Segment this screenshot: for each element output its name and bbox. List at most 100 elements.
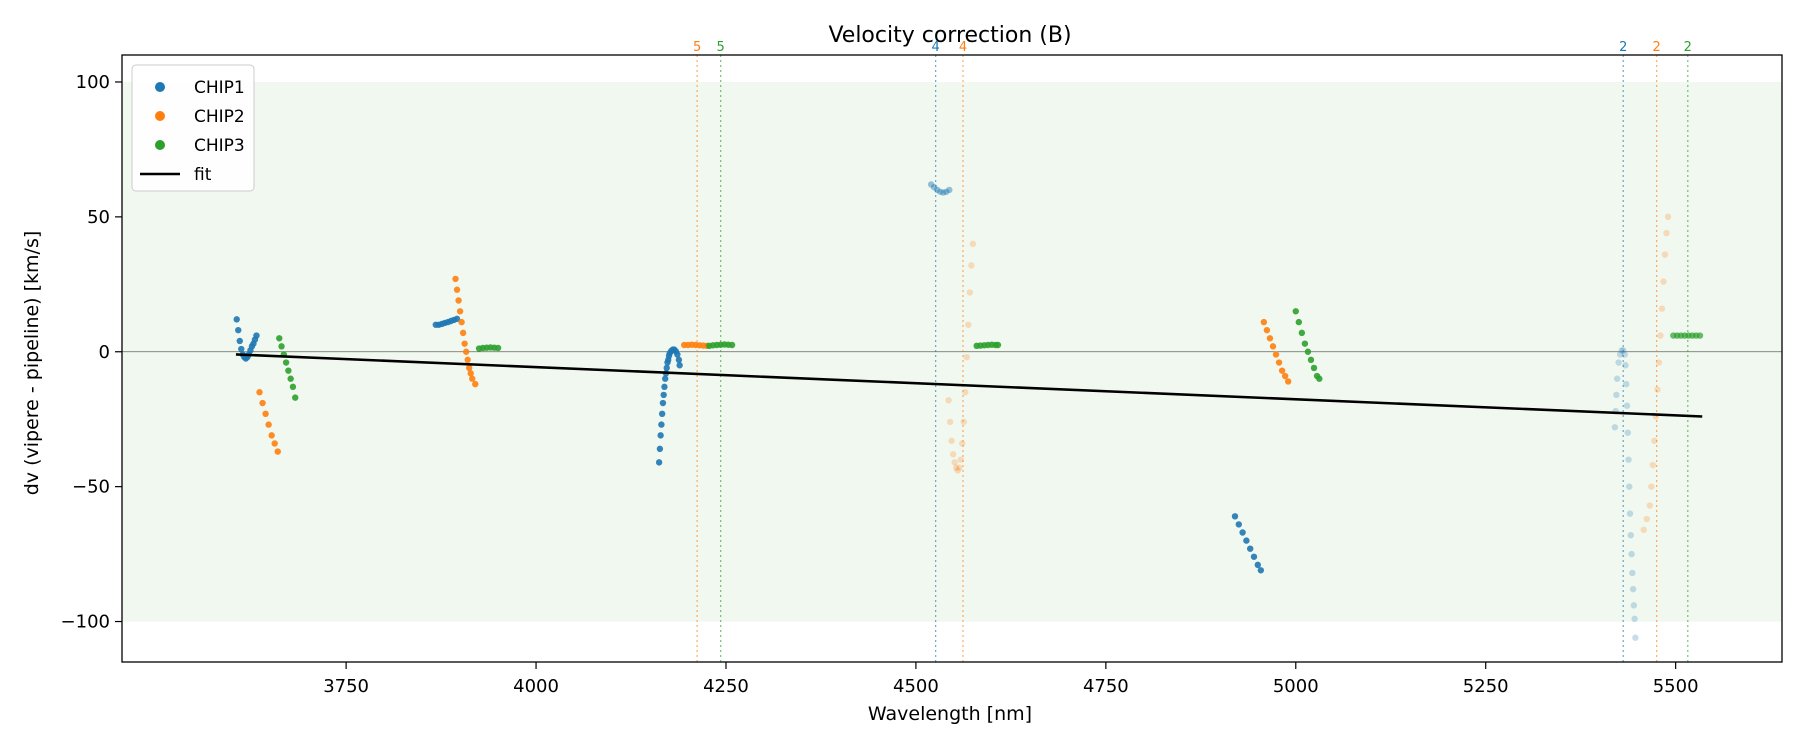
data-point-chip2 bbox=[456, 308, 464, 315]
data-point-chip2 bbox=[469, 375, 476, 382]
data-point-chip2 bbox=[1657, 332, 1664, 339]
data-point-chip1 bbox=[1623, 380, 1630, 388]
data-point-chip2 bbox=[1646, 502, 1654, 509]
data-point-chip1 bbox=[940, 189, 947, 196]
data-point-chip2 bbox=[1278, 367, 1286, 374]
order-marker-label: 5 bbox=[717, 40, 725, 55]
data-point-chip1 bbox=[659, 399, 667, 407]
data-point-chip2 bbox=[945, 397, 952, 404]
data-point-chip2 bbox=[259, 399, 266, 407]
data-point-chip2 bbox=[1649, 461, 1657, 469]
data-point-chip2 bbox=[1648, 483, 1655, 490]
data-point-chip2 bbox=[256, 389, 263, 396]
y-tick-label: −50 bbox=[72, 477, 110, 498]
x-tick-label: 5000 bbox=[1273, 676, 1319, 697]
legend-label: fit bbox=[194, 165, 212, 185]
data-point-chip2 bbox=[968, 262, 975, 269]
data-point-chip1 bbox=[233, 316, 240, 323]
order-marker-label: 2 bbox=[1684, 40, 1692, 55]
data-point-chip2 bbox=[464, 356, 471, 364]
data-point-chip1 bbox=[1613, 391, 1620, 399]
data-point-chip2 bbox=[1272, 351, 1280, 358]
y-tick-label: 50 bbox=[87, 207, 110, 228]
data-point-chip2 bbox=[1275, 359, 1283, 366]
data-point-chip1 bbox=[1231, 513, 1239, 520]
data-point-chip1 bbox=[1632, 634, 1639, 641]
data-point-chip2 bbox=[951, 459, 958, 466]
data-point-chip3 bbox=[728, 341, 736, 349]
data-point-chip2 bbox=[946, 418, 954, 426]
data-point-chip2 bbox=[268, 432, 275, 439]
data-point-chip1 bbox=[453, 315, 461, 323]
data-point-chip3 bbox=[276, 335, 283, 342]
x-tick-label: 4250 bbox=[703, 676, 749, 697]
data-point-chip1 bbox=[1235, 521, 1242, 528]
order-marker-label: 4 bbox=[932, 40, 940, 55]
data-point-chip1 bbox=[657, 432, 664, 439]
data-point-chip3 bbox=[1292, 308, 1299, 315]
data-point-chip1 bbox=[1626, 510, 1634, 517]
data-point-chip1 bbox=[676, 362, 683, 369]
data-point-chip2 bbox=[1266, 335, 1274, 342]
data-point-chip1 bbox=[1622, 362, 1629, 369]
legend-chip3-swatch bbox=[155, 140, 165, 150]
data-point-chip1 bbox=[674, 351, 681, 358]
data-point-chip3 bbox=[282, 359, 290, 366]
y-tick-label: 100 bbox=[76, 72, 110, 93]
data-point-chip1 bbox=[927, 181, 935, 188]
data-point-chip2 bbox=[949, 451, 957, 458]
order-marker-label: 5 bbox=[693, 40, 701, 55]
order-marker-label: 4 bbox=[959, 40, 967, 55]
data-point-chip1 bbox=[930, 183, 938, 191]
legend-chip2-swatch bbox=[155, 111, 165, 121]
data-point-chip1 bbox=[933, 186, 941, 194]
legend-label: CHIP2 bbox=[194, 107, 245, 127]
x-tick-label: 4500 bbox=[893, 676, 939, 697]
data-point-chip2 bbox=[1663, 229, 1670, 237]
data-point-chip1 bbox=[658, 421, 665, 428]
data-point-chip2 bbox=[1281, 372, 1289, 380]
data-point-chip2 bbox=[1651, 437, 1658, 444]
data-point-chip2 bbox=[265, 421, 272, 428]
data-point-chip2 bbox=[465, 364, 473, 372]
data-point-chip2 bbox=[472, 380, 479, 388]
data-point-chip1 bbox=[937, 188, 944, 195]
data-point-chip3 bbox=[994, 341, 1002, 349]
data-point-chip1 bbox=[661, 383, 668, 391]
data-point-chip2 bbox=[956, 464, 963, 471]
chart-title: Velocity correction (B) bbox=[828, 23, 1071, 48]
data-point-chip1 bbox=[1629, 569, 1636, 577]
data-point-chip2 bbox=[954, 467, 961, 474]
data-point-chip1 bbox=[1623, 402, 1631, 409]
data-point-chip2 bbox=[1284, 378, 1292, 385]
data-point-chip1 bbox=[1250, 553, 1258, 560]
data-point-chip1 bbox=[658, 410, 666, 418]
data-point-chip2 bbox=[459, 329, 467, 337]
data-point-chip3 bbox=[278, 343, 285, 350]
data-point-chip2 bbox=[966, 289, 974, 296]
data-point-chip1 bbox=[1621, 351, 1628, 358]
data-point-chip2 bbox=[957, 456, 964, 463]
data-point-chip1 bbox=[1620, 347, 1627, 354]
data-point-chip2 bbox=[969, 240, 977, 248]
data-point-chip1 bbox=[1624, 429, 1631, 436]
data-point-chip3 bbox=[292, 394, 299, 401]
data-point-chip1 bbox=[675, 356, 683, 364]
data-point-chip1 bbox=[655, 459, 663, 466]
data-point-chip2 bbox=[960, 418, 967, 426]
data-point-chip1 bbox=[1254, 561, 1261, 569]
legend-label: CHIP3 bbox=[194, 136, 245, 156]
data-point-chip1 bbox=[1631, 615, 1638, 623]
data-point-chip2 bbox=[952, 464, 960, 471]
data-point-chip3 bbox=[1696, 332, 1704, 339]
y-tick-label: −100 bbox=[61, 612, 110, 633]
data-point-chip3 bbox=[1298, 329, 1306, 337]
data-point-chip3 bbox=[287, 375, 294, 382]
data-point-chip2 bbox=[1664, 213, 1672, 221]
data-point-chip1 bbox=[1628, 550, 1635, 558]
order-marker-label: 2 bbox=[1653, 40, 1661, 55]
data-point-chip1 bbox=[1613, 375, 1621, 382]
data-point-chip2 bbox=[1661, 251, 1669, 258]
data-point-chip2 bbox=[453, 286, 461, 293]
